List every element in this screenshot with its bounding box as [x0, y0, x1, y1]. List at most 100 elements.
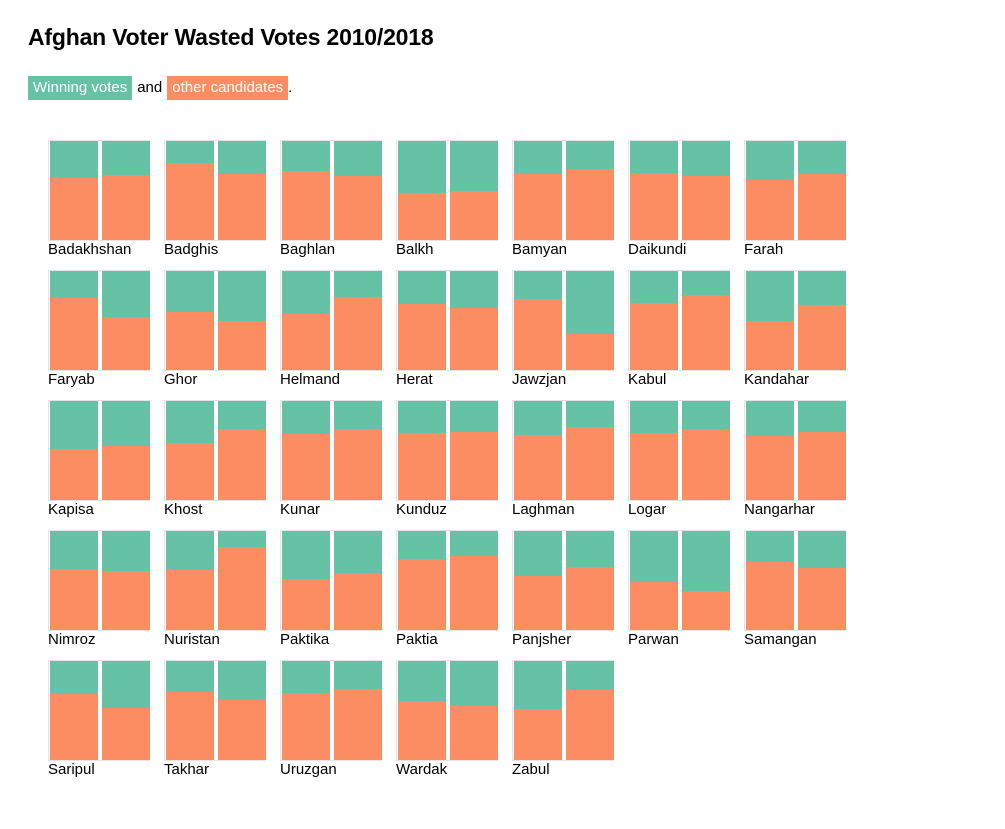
bar-other-2018	[450, 432, 498, 500]
bar-other-2010	[514, 576, 562, 630]
bar-other-2018	[218, 321, 266, 370]
bar-winning-2018	[102, 141, 150, 175]
bar-winning-2018	[102, 271, 150, 317]
bar-winning-2010	[50, 401, 98, 449]
province-label: Badakhshan	[48, 241, 132, 258]
province-chart-helmand	[280, 270, 382, 371]
bar-other-2010	[166, 570, 214, 630]
bar-winning-2018	[102, 401, 150, 446]
bar-other-2010	[514, 709, 562, 760]
bar-other-2010	[50, 298, 98, 370]
bar-winning-2010	[746, 401, 794, 436]
bar-winning-2010	[514, 531, 562, 576]
bar-winning-2018	[218, 401, 266, 429]
bar-winning-2010	[166, 271, 214, 312]
bar-winning-2010	[282, 531, 330, 579]
bar-other-2018	[334, 689, 382, 760]
province-label: Wardak	[396, 761, 448, 778]
bar-other-2010	[514, 299, 562, 370]
province-chart-zabul	[512, 660, 614, 761]
bar-winning-2010	[746, 141, 794, 180]
province-label: Panjsher	[512, 631, 572, 648]
bar-other-2010	[50, 178, 98, 240]
bar-winning-2010	[630, 401, 678, 433]
province-label: Kandahar	[744, 371, 810, 388]
bar-other-2018	[450, 706, 498, 760]
bar-winning-2010	[630, 141, 678, 173]
bar-other-2010	[398, 701, 446, 760]
bar-winning-2010	[282, 401, 330, 434]
province-chart-kunar	[280, 400, 382, 501]
bar-other-2018	[334, 297, 382, 370]
province-label: Balkh	[396, 241, 434, 258]
province-label: Faryab	[48, 371, 95, 388]
bar-other-2018	[798, 568, 846, 630]
bar-other-2010	[282, 171, 330, 240]
bar-winning-2018	[334, 141, 382, 176]
province-chart-laghman	[512, 400, 614, 501]
bar-other-2010	[630, 173, 678, 240]
province-chart-bamyan	[512, 140, 614, 241]
province-label: Nuristan	[164, 631, 220, 648]
bar-other-2018	[102, 317, 150, 370]
province-label: Uruzgan	[280, 761, 337, 778]
province-chart-herat	[396, 270, 498, 371]
bar-winning-2010	[398, 271, 446, 304]
province-chart-badakhshan	[48, 140, 150, 241]
province-chart-balkh	[396, 140, 498, 241]
bar-other-2010	[398, 193, 446, 240]
bar-winning-2018	[798, 531, 846, 568]
province-label: Baghlan	[280, 241, 336, 258]
bar-winning-2018	[798, 271, 846, 305]
province-label: Parwan	[628, 631, 679, 648]
province-chart-paktika	[280, 530, 382, 631]
province-label: Logar	[628, 501, 667, 518]
province-chart-kunduz	[396, 400, 498, 501]
bar-winning-2018	[102, 531, 150, 571]
bar-winning-2010	[166, 401, 214, 443]
bar-other-2018	[682, 429, 730, 500]
bar-other-2010	[166, 163, 214, 240]
province-chart-nangarhar	[744, 400, 846, 501]
province-chart-badghis	[164, 140, 266, 241]
bar-winning-2018	[798, 401, 846, 432]
bar-other-2018	[218, 547, 266, 630]
province-label: Kunduz	[396, 501, 447, 518]
province-label: Bamyan	[512, 241, 568, 258]
bar-winning-2018	[334, 661, 382, 689]
province-chart-kapisa	[48, 400, 150, 501]
bar-winning-2018	[450, 401, 498, 432]
bar-other-2018	[798, 174, 846, 240]
province-label: Daikundi	[628, 241, 687, 258]
bar-other-2010	[166, 443, 214, 500]
chart-title: Afghan Voter Wasted Votes 2010/2018	[28, 24, 434, 50]
province-chart-farah	[744, 140, 846, 241]
bar-winning-2018	[218, 661, 266, 700]
province-chart-kabul	[628, 270, 730, 371]
bar-winning-2010	[50, 141, 98, 178]
bar-other-2018	[450, 308, 498, 370]
bar-winning-2010	[514, 401, 562, 435]
province-chart-paktia	[396, 530, 498, 631]
bar-other-2010	[282, 579, 330, 630]
bar-winning-2018	[566, 531, 614, 567]
bar-winning-2018	[334, 271, 382, 297]
province-label: Samangan	[744, 631, 817, 648]
province-chart-jawzjan	[512, 270, 614, 371]
bar-winning-2010	[282, 271, 330, 314]
bar-other-2018	[566, 427, 614, 500]
province-chart-kandahar	[744, 270, 846, 371]
legend-connector: and	[137, 79, 163, 96]
legend-winning-votes: Winning votes	[28, 76, 133, 100]
bar-winning-2018	[682, 401, 730, 429]
bar-other-2018	[450, 556, 498, 630]
bar-other-2018	[798, 305, 846, 370]
bar-other-2018	[334, 429, 382, 500]
bar-winning-2018	[798, 141, 846, 174]
bar-winning-2018	[102, 661, 150, 708]
province-chart-saripul	[48, 660, 150, 761]
bar-winning-2010	[746, 531, 794, 562]
bar-other-2010	[50, 569, 98, 630]
bar-winning-2018	[566, 661, 614, 690]
